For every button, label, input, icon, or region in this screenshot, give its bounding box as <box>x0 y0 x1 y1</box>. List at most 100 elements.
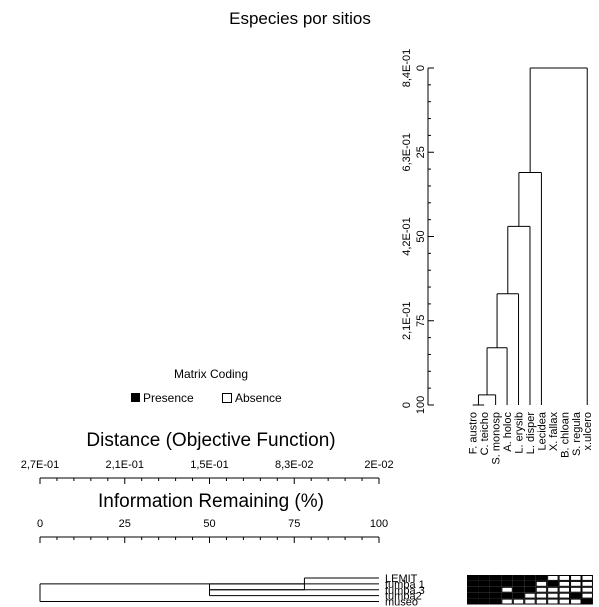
matrix-cell <box>558 580 571 587</box>
matrix-cell <box>570 580 582 587</box>
distance-axis-tick-label: 1,5E-01 <box>190 459 229 471</box>
matrix-cell <box>478 586 490 593</box>
matrix-cell <box>535 580 548 587</box>
matrix-cell <box>524 586 536 593</box>
matrix-cell <box>467 598 479 605</box>
matrix-cell <box>570 592 582 599</box>
matrix-cell <box>512 580 525 587</box>
matrix-grid <box>467 575 593 605</box>
matrix-cell <box>467 575 479 581</box>
vertical-distance-axis: 0 2,1E-01 4,2E-01 6,3E-01 8,4E-01 <box>401 49 434 408</box>
vertical-distance-tick-label: 4,2E-01 <box>401 217 413 256</box>
legend-presence-label: Presence <box>143 391 194 405</box>
species-label: S. monosp <box>491 412 503 465</box>
vertical-info-axis: 100 75 50 25 0 <box>415 65 427 414</box>
species-label: L. erysib <box>514 412 526 454</box>
legend: Matrix Coding Presence Absence <box>131 367 282 405</box>
chart-title: Especies por sitios <box>229 9 371 28</box>
species-dendrogram: F. austro C. teicho S. monosp A. holoc L. er… <box>468 67 594 465</box>
matrix-cell <box>478 598 490 605</box>
site-label: tumba2 <box>385 591 422 603</box>
matrix-cell <box>489 580 502 587</box>
matrix-cell <box>581 592 593 599</box>
vertical-distance-tick-label: 8,4E-01 <box>401 49 413 88</box>
info-axis: 0 25 50 75 100 <box>37 518 388 543</box>
matrix-cell <box>570 598 582 605</box>
species-label: A. holoc <box>502 412 514 452</box>
info-axis-tick-label: 75 <box>288 518 300 530</box>
site-label: tumba 1 <box>385 579 425 591</box>
vertical-info-tick-label: 50 <box>415 230 427 242</box>
matrix-cell <box>489 598 502 605</box>
matrix-cell <box>512 592 525 599</box>
distance-axis-tick-label: 2,7E-01 <box>21 459 60 471</box>
matrix-cell <box>570 586 582 593</box>
matrix-cell <box>535 592 548 599</box>
info-axis-label: Information Remaining (%) <box>98 491 324 512</box>
matrix-cell <box>478 575 490 581</box>
species-label: Lecidea <box>536 411 548 450</box>
matrix-cell <box>489 575 502 581</box>
matrix-cell <box>581 598 593 605</box>
species-label: F. austro <box>468 412 480 454</box>
matrix-cell <box>581 586 593 593</box>
matrix-cell <box>535 598 548 605</box>
matrix-cell <box>535 575 548 581</box>
matrix-cell <box>535 586 548 593</box>
matrix-cell <box>501 586 513 593</box>
matrix-cell <box>501 575 513 581</box>
distance-axis-label: Distance (Objective Function) <box>86 430 335 451</box>
matrix-cell <box>581 575 593 581</box>
matrix-cell <box>558 586 571 593</box>
matrix-cell <box>501 580 513 587</box>
site-label: LEMIT <box>385 573 418 585</box>
distance-axis: 2,7E-01 2,1E-01 1,5E-01 8,3E-02 2E-02 <box>21 459 394 484</box>
matrix-cell <box>512 598 525 605</box>
matrix-cell <box>501 592 513 599</box>
matrix-cell <box>489 586 502 593</box>
matrix-cell <box>547 580 559 587</box>
vertical-info-tick-label: 100 <box>415 396 427 414</box>
matrix-cell <box>512 586 525 593</box>
legend-absence-swatch <box>222 393 232 403</box>
matrix-cell <box>570 575 582 581</box>
matrix-cell <box>558 575 571 581</box>
matrix-cell <box>547 598 559 605</box>
legend-presence-swatch <box>131 393 140 402</box>
species-label: S. regula <box>571 411 583 456</box>
matrix-cell <box>547 586 559 593</box>
info-axis-tick-label: 0 <box>37 518 43 530</box>
vertical-info-tick-label: 0 <box>415 65 427 71</box>
matrix-cell <box>581 580 593 587</box>
legend-title: Matrix Coding <box>174 367 248 381</box>
species-label: x.ulcero <box>582 412 594 451</box>
legend-absence-label: Absence <box>235 391 282 405</box>
matrix-cell <box>478 580 490 587</box>
matrix-cell <box>558 598 571 605</box>
vertical-info-tick-label: 75 <box>415 315 427 327</box>
distance-axis-tick-label: 2E-02 <box>364 459 393 471</box>
vertical-distance-tick-label: 2,1E-01 <box>401 301 413 340</box>
matrix-cell <box>467 592 479 599</box>
matrix-cell <box>467 586 479 593</box>
matrix-cell <box>524 592 536 599</box>
matrix-cell <box>501 598 513 605</box>
site-label: museo <box>385 597 418 607</box>
matrix-cell <box>524 580 536 587</box>
species-label: C. teicho <box>479 412 491 455</box>
species-label: B. chloan <box>559 412 571 458</box>
vertical-distance-tick-label: 0 <box>401 402 413 408</box>
info-axis-tick-label: 50 <box>203 518 215 530</box>
matrix-cell <box>524 575 536 581</box>
matrix-cell <box>547 575 559 581</box>
info-axis-tick-label: 100 <box>370 518 388 530</box>
matrix-cell <box>558 592 571 599</box>
vertical-distance-tick-label: 6,3E-01 <box>401 133 413 172</box>
distance-axis-tick-label: 8,3E-02 <box>275 459 314 471</box>
info-axis-tick-label: 25 <box>119 518 131 530</box>
vertical-info-tick-label: 25 <box>415 146 427 158</box>
species-label: L. disper <box>525 412 537 455</box>
distance-axis-tick-label: 2,1E-01 <box>105 459 144 471</box>
